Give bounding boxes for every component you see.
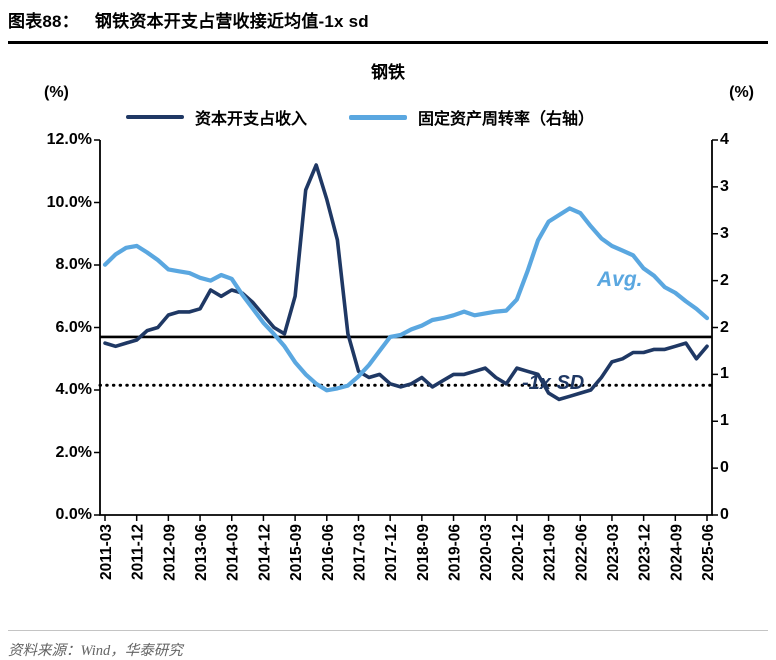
x-axis-tick-label: 2022-06 bbox=[573, 524, 590, 581]
x-axis-tick-label: 2020-12 bbox=[510, 524, 527, 581]
legend-label-capex: 资本开支占收入 bbox=[194, 111, 307, 128]
capex-line-swatch bbox=[125, 115, 184, 119]
x-axis-tick-label: 2015-09 bbox=[288, 524, 305, 581]
x-axis-tick-label: 2020-03 bbox=[478, 524, 495, 581]
x-axis-tick-label: 2018-09 bbox=[415, 524, 432, 581]
x-axis-tick-label: 2021-09 bbox=[542, 524, 559, 581]
x-axis-tick-label: 2016-06 bbox=[320, 524, 337, 581]
figure-title: 钢铁资本开支占营收接近均值-1x sd bbox=[94, 12, 369, 31]
x-axis-tick-label: 2014-03 bbox=[225, 524, 242, 581]
right-axis-unit: (%) bbox=[729, 84, 754, 101]
x-axis-tick-label: 2023-12 bbox=[637, 524, 654, 581]
x-axis-tick-label: 2024-09 bbox=[668, 524, 685, 581]
minus-1sd-annotation: -1x SD bbox=[522, 372, 585, 394]
turnover-line-swatch bbox=[349, 114, 407, 120]
chart-title: 钢铁 bbox=[371, 63, 405, 82]
x-axis-tick-label: 2017-03 bbox=[352, 524, 369, 581]
figure-number: 图表88： bbox=[8, 12, 79, 31]
axis-frame bbox=[99, 140, 713, 516]
x-axis-tick-label: 2013-06 bbox=[193, 524, 210, 581]
series-line-1 bbox=[102, 206, 710, 393]
left-axis-unit: (%) bbox=[44, 84, 69, 101]
legend-item-capex: 资本开支占收入 bbox=[125, 105, 307, 129]
legend: 资本开支占收入 固定资产周转率（右轴） bbox=[0, 105, 748, 129]
avg-annotation: Avg. bbox=[597, 268, 643, 291]
x-axis-tick-label: 2017-12 bbox=[383, 524, 400, 581]
x-axis-tick-label: 2014-12 bbox=[256, 524, 273, 581]
source-note: 资料来源：Wind，华泰研究 bbox=[8, 630, 768, 660]
figure-caption: 图表88： 钢铁资本开支占营收接近均值-1x sd bbox=[8, 7, 768, 44]
legend-item-turnover: 固定资产周转率（右轴） bbox=[349, 105, 594, 129]
series-line-0 bbox=[103, 163, 709, 402]
x-axis-tick-label: 2011-03 bbox=[98, 524, 115, 580]
x-axis-tick-label: 2025-06 bbox=[700, 524, 717, 581]
x-axis-tick-label: 2023-03 bbox=[605, 524, 622, 581]
x-axis-tick-label: 2011-12 bbox=[130, 524, 147, 580]
legend-label-turnover: 固定资产周转率（右轴） bbox=[418, 111, 595, 128]
x-axis-tick-label: 2012-09 bbox=[161, 524, 178, 581]
x-axis-tick-label: 2019-06 bbox=[447, 524, 464, 581]
